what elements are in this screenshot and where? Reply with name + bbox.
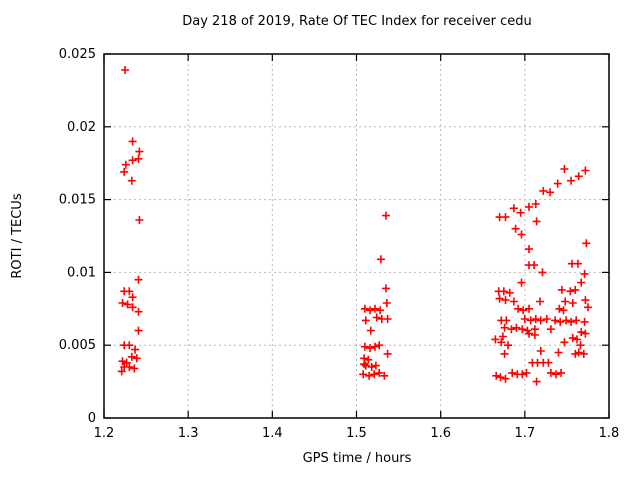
- x-tick-label: 1.4: [262, 426, 283, 441]
- y-tick-label: 0.025: [59, 47, 96, 62]
- y-tick-label: 0: [88, 411, 96, 426]
- x-tick-label: 1.5: [346, 426, 367, 441]
- x-tick-label: 1.3: [178, 426, 199, 441]
- x-tick-label: 1.8: [599, 426, 620, 441]
- y-tick-label: 0.005: [59, 338, 96, 353]
- y-tick-label: 0.02: [67, 120, 96, 135]
- x-axis-label: GPS time / hours: [302, 451, 412, 466]
- chart-title: Day 218 of 2019, Rate Of TEC Index for r…: [182, 14, 532, 29]
- y-tick-label: 0.015: [59, 193, 96, 208]
- x-tick-label: 1.6: [430, 426, 451, 441]
- x-tick-label: 1.2: [94, 426, 115, 441]
- x-tick-label: 1.7: [514, 426, 535, 441]
- y-tick-label: 0.01: [67, 265, 96, 280]
- y-axis-label: ROTI / TECUs: [10, 193, 25, 279]
- data-point-markers: [117, 66, 592, 386]
